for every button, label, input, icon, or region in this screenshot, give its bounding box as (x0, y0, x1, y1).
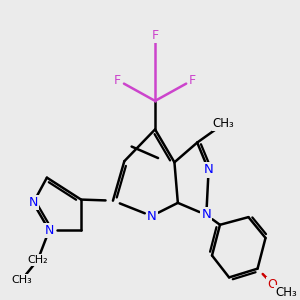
Text: CH₂: CH₂ (28, 255, 48, 265)
Text: N: N (147, 209, 157, 223)
Text: CH₃: CH₃ (11, 274, 32, 285)
Text: CH₃: CH₃ (275, 286, 297, 299)
Text: N: N (201, 208, 211, 221)
Text: N: N (204, 164, 214, 176)
Text: N: N (44, 224, 54, 237)
Text: F: F (189, 74, 196, 86)
Text: F: F (114, 74, 121, 86)
Text: O: O (267, 278, 277, 290)
Text: CH₃: CH₃ (212, 117, 234, 130)
Text: N: N (28, 196, 38, 209)
Text: F: F (152, 28, 159, 42)
